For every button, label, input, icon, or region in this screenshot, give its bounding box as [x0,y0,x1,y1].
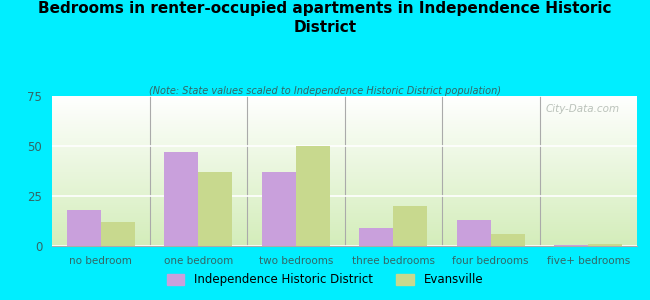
Text: Bedrooms in renter-occupied apartments in Independence Historic
District: Bedrooms in renter-occupied apartments i… [38,2,612,35]
Bar [261,172,296,246]
Bar [164,152,198,246]
Bar [491,234,525,246]
Text: (Note: State values scaled to Independence Historic District population): (Note: State values scaled to Independen… [149,85,501,95]
Bar [393,206,428,246]
Bar [554,245,588,246]
Legend: Independence Historic District, Evansville: Independence Historic District, Evansvil… [162,269,488,291]
Bar [457,220,491,246]
Bar [588,244,623,246]
Bar [296,146,330,246]
Bar [198,172,233,246]
Text: City-Data.com: City-Data.com [545,103,619,113]
Bar [101,222,135,246]
Bar [66,210,101,246]
Bar [359,228,393,246]
